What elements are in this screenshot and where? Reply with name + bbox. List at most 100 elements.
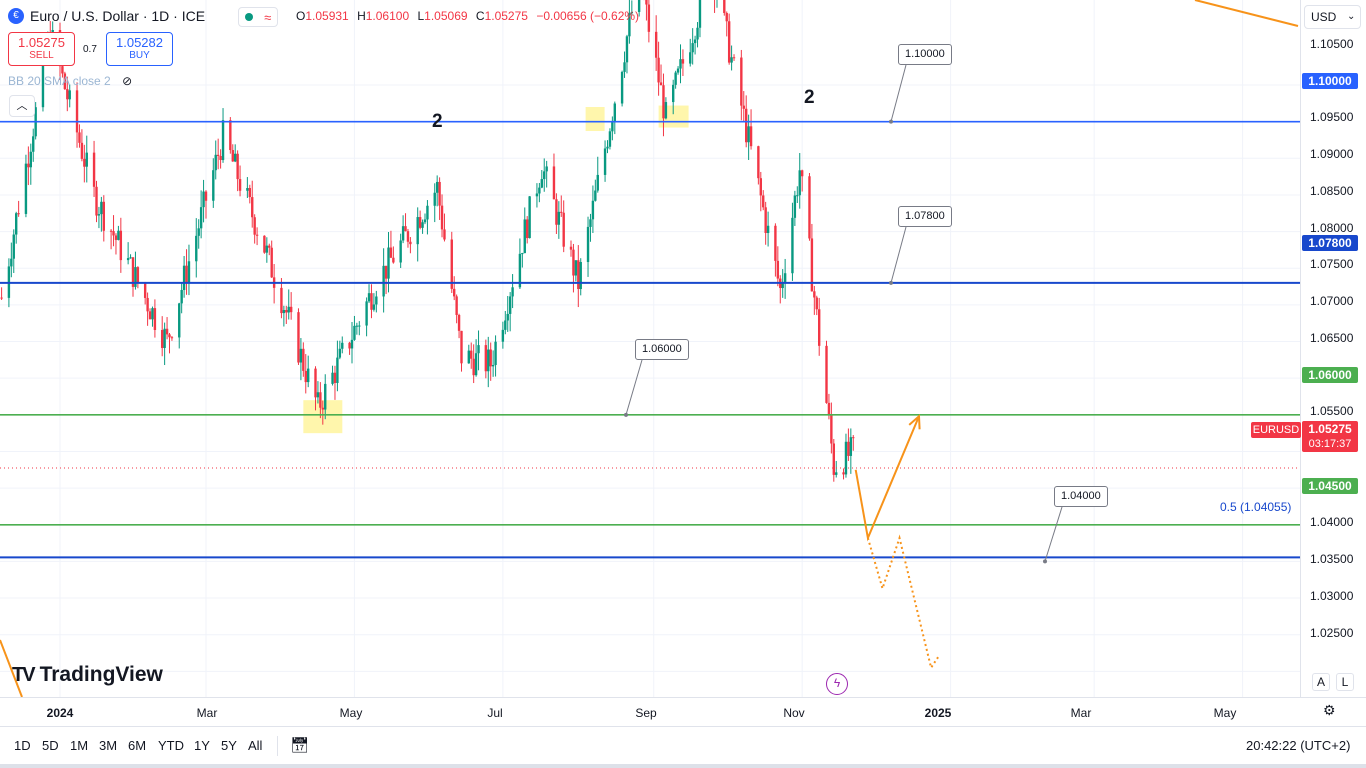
candle-body: [521, 253, 524, 255]
range-button-5y[interactable]: 5Y: [221, 738, 237, 753]
y-tick: 1.08500: [1310, 184, 1354, 198]
level-callout-1-10000[interactable]: 1.10000: [898, 44, 952, 65]
candle-body: [810, 238, 814, 292]
candle-body: [251, 197, 254, 218]
candle-body: [508, 296, 512, 314]
candle-body: [187, 261, 191, 283]
candle-body: [625, 36, 629, 63]
candle-body: [406, 231, 410, 242]
candle-body: [798, 170, 801, 196]
candle-body: [421, 222, 424, 228]
candle-body: [815, 297, 818, 310]
candle-body: [236, 153, 239, 180]
candle-body: [676, 68, 680, 73]
forecast-path-bearish: [866, 534, 940, 671]
candle-body: [389, 247, 393, 258]
candle-body: [791, 217, 794, 274]
symbol-title[interactable]: Euro / U.S. Dollar · 1D · ICE: [30, 8, 206, 24]
candle-body: [679, 59, 682, 69]
y-tick: 1.06500: [1310, 331, 1354, 345]
candle-body: [234, 153, 237, 162]
candle-body: [518, 253, 522, 288]
candle-body: [589, 219, 592, 227]
log-scale-button[interactable]: L: [1336, 673, 1354, 691]
ohlc-change: −0.00656 (−0.62%): [536, 9, 640, 23]
bar-countdown: 03:17:37: [1308, 438, 1352, 450]
candle-body: [401, 226, 405, 241]
market-status-badge[interactable]: ≈: [238, 7, 278, 27]
candle-body: [783, 273, 787, 282]
candle-body: [114, 235, 118, 240]
candle-body: [324, 383, 327, 410]
spread-value: 0.7: [83, 44, 97, 55]
candle-body: [654, 31, 658, 58]
candle-body: [27, 163, 30, 168]
candle-body: [131, 257, 135, 287]
level-callout-1-06000[interactable]: 1.06000: [635, 339, 689, 360]
collapse-legend-button[interactable]: ︿: [9, 95, 35, 117]
lightning-event-icon[interactable]: ϟ: [826, 673, 848, 695]
range-button-1m[interactable]: 1M: [70, 738, 89, 753]
range-button-1d[interactable]: 1D: [14, 738, 31, 753]
candle-body: [365, 301, 368, 326]
candle-body: [689, 52, 692, 64]
range-button-all[interactable]: All: [248, 738, 263, 753]
candle-body: [535, 193, 539, 197]
candle-body: [358, 325, 361, 327]
candle-body: [659, 82, 663, 86]
candle-body: [112, 231, 115, 236]
range-button-6m[interactable]: 6M: [128, 738, 147, 753]
candle-body: [333, 372, 337, 383]
clock-timezone[interactable]: 20:42:22 (UTC+2): [1246, 738, 1351, 753]
level-callout-1-07800[interactable]: 1.07800: [898, 206, 952, 227]
candle-body: [12, 234, 15, 259]
candle-body: [842, 472, 845, 475]
candle-body: [725, 13, 728, 22]
time-axis[interactable]: 2024 Mar May Jul Sep Nov 2025 Mar May: [0, 697, 1366, 726]
candle-body: [825, 345, 828, 403]
candle-body: [560, 211, 563, 213]
candle-body: [504, 320, 507, 330]
candle-body: [85, 152, 88, 167]
candle-body: [321, 407, 324, 410]
candle-body: [579, 262, 582, 290]
eye-hidden-icon[interactable]: ⊘: [122, 74, 133, 88]
candle-body: [119, 230, 123, 261]
chart-plot[interactable]: [0, 0, 1300, 697]
calendar-goto-icon[interactable]: 📅︎: [290, 737, 310, 754]
sell-button[interactable]: 1.05275 SELL: [8, 32, 75, 66]
currency-select[interactable]: USD ⌄: [1304, 5, 1361, 29]
ohlc-high-key: H: [357, 9, 366, 23]
candle-body: [126, 258, 130, 261]
gear-icon[interactable]: ⚙: [1323, 702, 1336, 718]
ohlc-open-key: O: [296, 9, 306, 23]
indicator-legend[interactable]: BB 20 SMA close 2 ⊘: [8, 74, 132, 88]
tradingview-logo-text: TradingView: [39, 663, 163, 686]
candle-body: [830, 414, 833, 444]
buy-button[interactable]: 1.05282 BUY: [106, 32, 173, 66]
candle-body: [727, 21, 731, 63]
auto-scale-button[interactable]: A: [1312, 673, 1330, 691]
range-button-1y[interactable]: 1Y: [194, 738, 210, 753]
candle-body: [762, 195, 765, 208]
candle-body: [723, 0, 726, 14]
candle-body: [338, 348, 342, 358]
price-axis[interactable]: [1300, 0, 1366, 697]
candle-body: [248, 188, 251, 198]
tradingview-logo[interactable]: TV TradingView: [12, 663, 163, 687]
sell-price: 1.05275: [18, 35, 65, 50]
market-open-icon: [244, 13, 253, 21]
candle-body: [526, 219, 529, 239]
x-tick: Jul: [487, 706, 503, 720]
range-button-5d[interactable]: 5D: [42, 738, 59, 753]
x-tick: Mar: [196, 706, 218, 720]
candle-body: [637, 0, 641, 12]
candle-body: [216, 154, 220, 157]
candle-body: [443, 229, 446, 240]
range-button-ytd[interactable]: YTD: [158, 738, 184, 753]
level-price-tag: 1.06000: [1302, 367, 1358, 383]
candle-body: [75, 90, 79, 133]
level-callout-1-04000[interactable]: 1.04000: [1054, 486, 1108, 507]
range-button-3m[interactable]: 3M: [99, 738, 118, 753]
candle-body: [161, 330, 164, 348]
